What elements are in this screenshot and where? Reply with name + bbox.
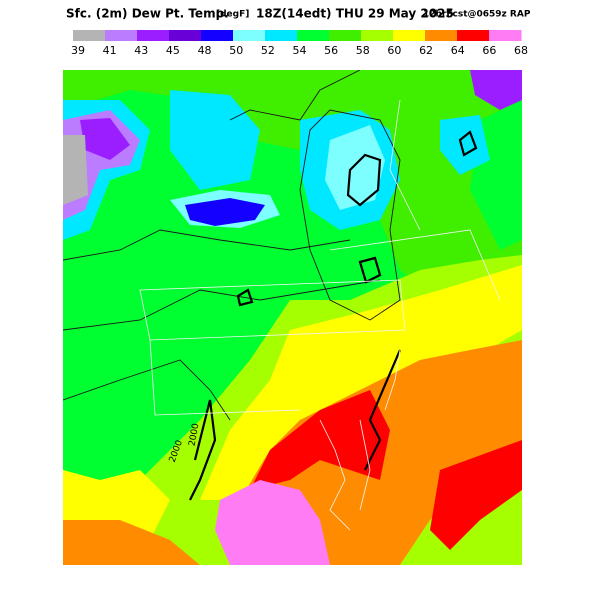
colorbar-swatch [73, 30, 106, 41]
colorbar-label: 39 [71, 44, 85, 57]
colorbar-swatch [265, 30, 298, 41]
colorbar-label: 43 [134, 44, 148, 57]
map: 2000 2000 [63, 70, 522, 565]
colorbar-label: 54 [293, 44, 307, 57]
colorbar-label: 52 [261, 44, 275, 57]
colorbar-swatch [169, 30, 202, 41]
colorbar-label: 68 [514, 44, 528, 57]
colorbar-swatch [361, 30, 394, 41]
colorbar-swatch [105, 30, 138, 41]
colorbar-label: 45 [166, 44, 180, 57]
colorbar-label: 50 [229, 44, 243, 57]
colorbar-label: 56 [324, 44, 338, 57]
colorbar-swatch [457, 30, 490, 41]
colorbar-swatch [489, 30, 522, 41]
colorbar-swatch [137, 30, 170, 41]
colorbar-label: 60 [387, 44, 401, 57]
colorbar-label: 48 [198, 44, 212, 57]
colorbar-swatch [329, 30, 362, 41]
colorbar: 39 41 43 45 48 50 52 54 56 58 60 62 64 66 68 [71, 30, 528, 57]
colorbar-label: 41 [103, 44, 117, 57]
valid-time: 18Z(14edt) THU 29 May 2025 [256, 7, 454, 21]
colorbar-label: 66 [482, 44, 496, 57]
colorbar-label: 62 [419, 44, 433, 57]
colorbar-swatch [425, 30, 458, 41]
colorbar-label: 64 [451, 44, 465, 57]
forecast-info: 12hrFcst@0659z RAP [423, 10, 531, 20]
colorbar-label: 58 [356, 44, 370, 57]
units: [degF] [216, 10, 249, 20]
colorbar-swatch [201, 30, 234, 41]
title: Sfc. (2m) Dew Pt. Temp. [66, 7, 229, 21]
colorbar-swatch [233, 30, 266, 41]
colorbar-swatch [297, 30, 330, 41]
colorbar-swatch [393, 30, 426, 41]
contour-label: 2000 [188, 422, 202, 447]
